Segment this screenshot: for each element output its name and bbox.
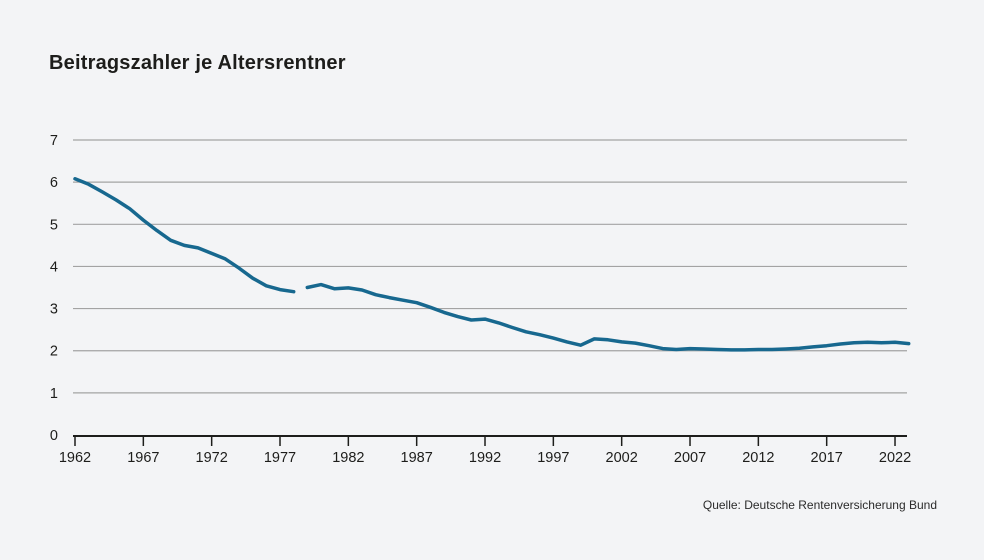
x-axis-label-1997: 1997 — [537, 450, 569, 466]
x-axis-label-2007: 2007 — [674, 450, 706, 466]
x-axis-label-2002: 2002 — [606, 450, 638, 466]
chart-title: Beitragszahler je Altersrentner — [49, 52, 346, 74]
x-axis-label-1982: 1982 — [332, 450, 364, 466]
x-axis-label-1987: 1987 — [401, 450, 433, 466]
x-axis-label-1967: 1967 — [127, 450, 159, 466]
y-axis-label-1: 1 — [50, 386, 58, 402]
x-axis-label-1992: 1992 — [469, 450, 501, 466]
x-axis-label-1972: 1972 — [196, 450, 228, 466]
source-note: Quelle: Deutsche Rentenversicherung Bund — [702, 498, 937, 512]
y-axis-label-6: 6 — [50, 175, 58, 191]
data-line-segment-2 — [305, 282, 911, 352]
y-axis-label-7: 7 — [50, 133, 58, 149]
x-axis-label-1962: 1962 — [59, 450, 91, 466]
y-axis-label-4: 4 — [50, 259, 58, 275]
y-axis-label-3: 3 — [50, 302, 58, 318]
x-axis-label-2012: 2012 — [742, 450, 774, 466]
y-axis-label-5: 5 — [50, 217, 58, 233]
y-axis-label-0: 0 — [50, 428, 58, 444]
x-axis-label-2017: 2017 — [811, 450, 843, 466]
y-axis-label-2: 2 — [50, 344, 58, 360]
x-axis-label-1977: 1977 — [264, 450, 296, 466]
x-axis-label-2022: 2022 — [879, 450, 911, 466]
data-line-segment-1 — [73, 177, 296, 294]
